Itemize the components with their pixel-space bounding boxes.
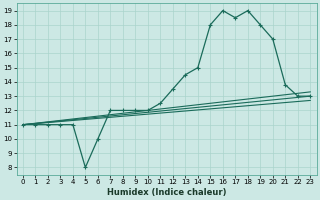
X-axis label: Humidex (Indice chaleur): Humidex (Indice chaleur) <box>107 188 226 197</box>
